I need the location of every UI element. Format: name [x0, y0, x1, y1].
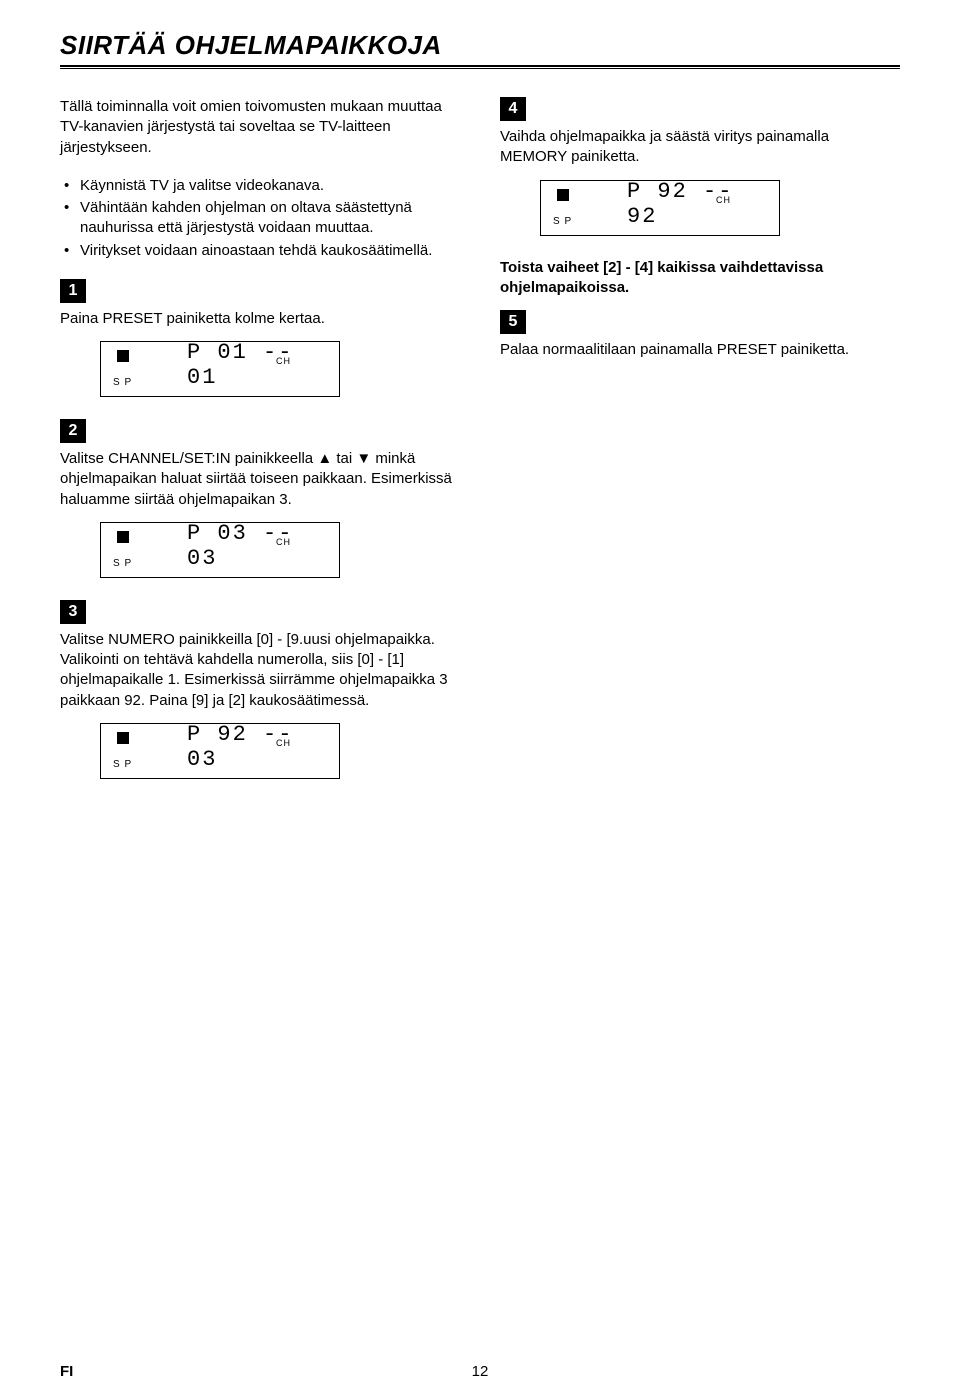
step-4-repeat-text: Toista vaiheet [2] - [4] kaikissa vaihde… — [500, 258, 900, 299]
step-3-text: Valitse NUMERO painikkeilla [0] - [9.uus… — [60, 630, 460, 711]
stop-icon — [117, 531, 129, 543]
sp-label: S P — [113, 558, 132, 569]
step-badge-3: 3 — [60, 600, 86, 624]
step-2-text: Valitse CHANNEL/SET:IN painikkeella ▲ ta… — [60, 449, 460, 510]
sp-label: S P — [553, 216, 572, 227]
step-badge-4: 4 — [500, 97, 526, 121]
intro-text: Tällä toiminnalla voit omien toivomusten… — [60, 97, 460, 158]
footer-lang: FI — [60, 1363, 73, 1380]
stop-icon — [117, 350, 129, 362]
list-item: Käynnistä TV ja valitse videokanava. — [60, 176, 460, 196]
step-1-text: Paina PRESET painiketta kolme kertaa. — [60, 309, 460, 329]
sp-label: S P — [113, 377, 132, 388]
left-column: Tällä toiminnalla voit omien toivomusten… — [60, 97, 460, 801]
bullet-list: Käynnistä TV ja valitse videokanava. Väh… — [60, 176, 460, 261]
lcd-display-3: S P CH P 92 -- 03 — [100, 723, 340, 779]
list-item: Vähintään kahden ohjelman on oltava sääs… — [60, 198, 460, 239]
lcd-display-2: S P CH P 03 -- 03 — [100, 522, 340, 578]
stop-icon — [117, 732, 129, 744]
display-value: P 92 -- 03 — [187, 722, 339, 772]
step-5-text: Palaa normaalitilaan painamalla PRESET p… — [500, 340, 900, 360]
step-4-text: Vaihda ohjelmapaikka ja säästä viritys p… — [500, 127, 900, 168]
footer-page: 12 — [472, 1363, 489, 1380]
step-badge-2: 2 — [60, 419, 86, 443]
list-item: Viritykset voidaan ainoastaan tehdä kauk… — [60, 241, 460, 261]
display-value: P 03 -- 03 — [187, 521, 339, 571]
right-column: 4 Vaihda ohjelmapaikka ja säästä viritys… — [500, 97, 900, 801]
content-columns: Tällä toiminnalla voit omien toivomusten… — [60, 97, 900, 801]
page-footer: FI 12 — [60, 1363, 900, 1380]
step-badge-1: 1 — [60, 279, 86, 303]
step-badge-5: 5 — [500, 310, 526, 334]
display-value: P 01 -- 01 — [187, 340, 339, 390]
lcd-display-4: S P CH P 92 -- 92 — [540, 180, 780, 236]
stop-icon — [557, 189, 569, 201]
page-title: SIIRTÄÄ OHJELMAPAIKKOJA — [60, 30, 900, 61]
display-value: P 92 -- 92 — [627, 179, 779, 229]
sp-label: S P — [113, 759, 132, 770]
title-underline — [60, 65, 900, 69]
lcd-display-1: S P CH P 01 -- 01 — [100, 341, 340, 397]
